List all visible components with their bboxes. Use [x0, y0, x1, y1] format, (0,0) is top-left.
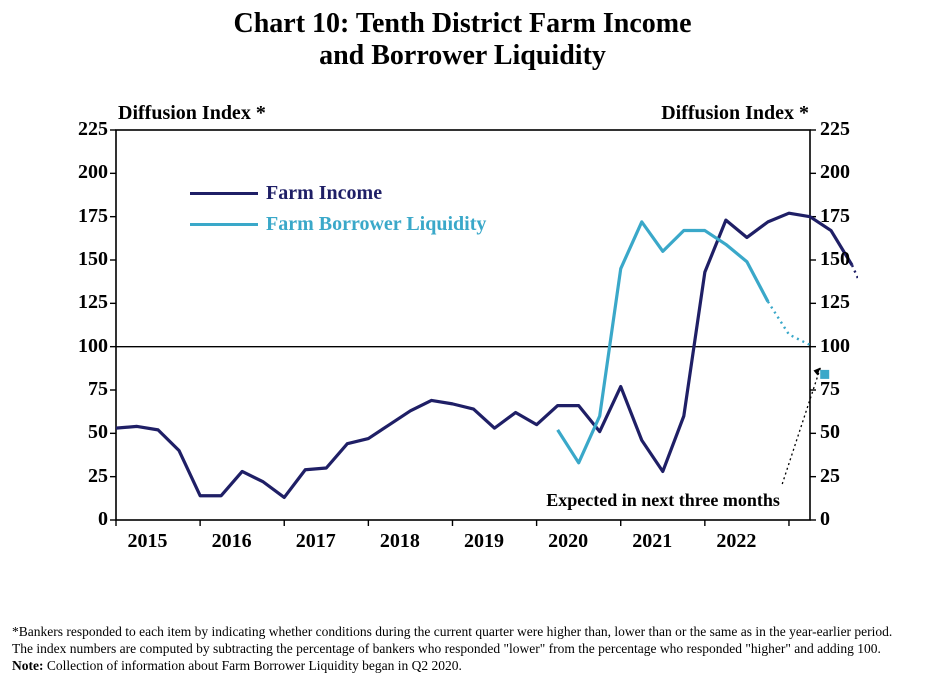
y-tick-left: 25 — [60, 465, 108, 488]
y-tick-right: 225 — [820, 118, 850, 141]
x-tick-year: 2018 — [372, 530, 428, 553]
y-tick-right: 100 — [820, 335, 850, 358]
x-tick-year: 2022 — [708, 530, 764, 553]
x-tick-year: 2019 — [456, 530, 512, 553]
y-tick-right: 200 — [820, 161, 850, 184]
y-tick-left: 225 — [60, 118, 108, 141]
y-tick-left: 200 — [60, 161, 108, 184]
footnote-line3: Note: Collection of information about Fa… — [12, 658, 462, 674]
y-tick-left: 0 — [60, 508, 108, 531]
annotation-expected: Expected in next three months — [546, 490, 780, 511]
x-tick-year: 2016 — [204, 530, 260, 553]
y-tick-right: 0 — [820, 508, 830, 531]
y-tick-right: 175 — [820, 205, 850, 228]
y-tick-left: 75 — [60, 378, 108, 401]
footnote-line1: *Bankers responded to each item by indic… — [12, 624, 892, 640]
y-tick-right: 50 — [820, 421, 840, 444]
x-tick-year: 2017 — [288, 530, 344, 553]
x-tick-year: 2021 — [624, 530, 680, 553]
chart-title-line1: Chart 10: Tenth District Farm Income — [0, 8, 925, 40]
chart-title-line2: and Borrower Liquidity — [0, 40, 925, 72]
x-tick-year: 2020 — [540, 530, 596, 553]
y-tick-right: 150 — [820, 248, 850, 271]
y-tick-left: 150 — [60, 248, 108, 271]
y-tick-left: 175 — [60, 205, 108, 228]
footnote-line3-prefix: Note: — [12, 658, 43, 673]
footnote-line3-rest: Collection of information about Farm Bor… — [43, 658, 461, 673]
y-tick-right: 75 — [820, 378, 840, 401]
footnote-line2: The index numbers are computed by subtra… — [12, 641, 881, 657]
y-tick-left: 125 — [60, 291, 108, 314]
x-tick-year: 2015 — [120, 530, 176, 553]
y-tick-left: 50 — [60, 421, 108, 444]
y-tick-left: 100 — [60, 335, 108, 358]
y-tick-right: 25 — [820, 465, 840, 488]
y-tick-right: 125 — [820, 291, 850, 314]
